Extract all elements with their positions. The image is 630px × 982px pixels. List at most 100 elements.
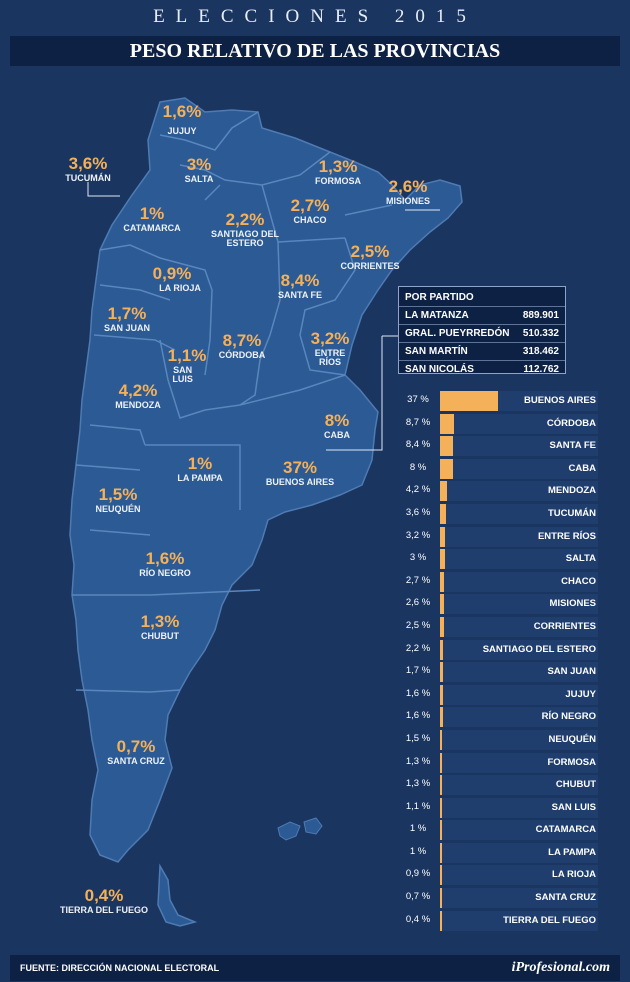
por-partido-table: POR PARTIDO LA MATANZA 889.901 GRAL. PUEY… xyxy=(398,286,566,375)
bar xyxy=(440,391,499,411)
map-label-santa-fe: 8,4% SANTA FE xyxy=(278,271,322,300)
map-label-formosa: 1,3% FORMOSA xyxy=(315,157,361,186)
bar-value-label: 37 % xyxy=(407,394,429,405)
brand-logo: iProfesional.com xyxy=(511,960,610,975)
partido-value: 510.332 xyxy=(522,328,559,339)
bar-track xyxy=(440,684,598,705)
bar-row: 1,1 % SAN LUIS xyxy=(398,797,600,820)
map-malvinas-islands xyxy=(277,817,323,841)
bar xyxy=(440,436,454,457)
bar-row: 1,7 % SAN JUAN xyxy=(398,661,600,684)
bar xyxy=(440,752,443,773)
bar-value-label: 1,6 % xyxy=(405,710,431,722)
bar xyxy=(440,888,442,909)
bar xyxy=(440,549,445,570)
bar-row: 3,2 % ENTRE RÍOS xyxy=(398,526,600,549)
bar-value-label: 1 % xyxy=(409,823,427,835)
bar-row: 4,2 % MENDOZA xyxy=(398,480,600,503)
partido-row: LA MATANZA 889.901 xyxy=(399,306,565,324)
map-label-caba: 8% CABA xyxy=(324,411,350,440)
bar-category-label: RÍO NEGRO xyxy=(541,711,596,723)
bar-value-label: 4,2 % xyxy=(405,484,431,496)
bar-category-label: CABA xyxy=(568,462,596,474)
bar-category-label: SANTA FE xyxy=(549,440,596,452)
bar-row: 0,7 % SANTA CRUZ xyxy=(398,887,600,910)
bar-row: 0,9 % LA RIOJA xyxy=(398,864,600,887)
bar-value-label: 0,4 % xyxy=(405,913,431,925)
bar xyxy=(440,820,442,841)
map-label-entre-rios: 3,2% ENTRE RÍOS xyxy=(310,329,350,367)
bar xyxy=(440,865,442,886)
bar-track xyxy=(440,775,598,796)
bar-value-label: 1,7 % xyxy=(405,665,431,677)
bar xyxy=(440,503,446,524)
bar-row: 8,4 % SANTA FE xyxy=(398,435,600,458)
bar-row: 3 % SALTA xyxy=(398,548,600,571)
bar-track xyxy=(440,729,598,750)
partido-row: SAN MARTÍN 318.462 xyxy=(399,342,565,360)
map-label-misiones: 2,6% MISIONES xyxy=(385,177,431,206)
bar-track xyxy=(440,820,598,841)
bar-category-label: SANTIAGO DEL ESTERO xyxy=(482,643,596,655)
bar xyxy=(440,594,445,615)
bar xyxy=(440,775,443,796)
bar-value-label: 8 % xyxy=(409,461,427,473)
bar xyxy=(440,797,442,818)
bar-row: 1,3 % FORMOSA xyxy=(398,752,600,775)
bar-value-label: 3,6 % xyxy=(405,506,431,518)
bar-row: 2,7 % CHACO xyxy=(398,571,600,594)
map-label-cordoba: 8,7% CÓRDOBA xyxy=(218,331,266,360)
map-mainland xyxy=(69,97,463,863)
bar-row: 1 % LA PAMPA xyxy=(398,842,600,865)
bar-track xyxy=(440,594,598,615)
bar-value-label: 1,3 % xyxy=(405,778,431,790)
map-label-chaco: 2,7% CHACO xyxy=(290,196,330,225)
bar-value-label: 1,1 % xyxy=(405,800,431,812)
bar-row: 1,5 % NEUQUÉN xyxy=(398,729,600,752)
map-label-tucuman: 3,6% TUCUMÁN xyxy=(65,154,111,183)
bar-value-label: 2,7 % xyxy=(405,574,431,586)
bar xyxy=(440,729,443,750)
bar-track xyxy=(440,549,598,570)
bar-category-label: FORMOSA xyxy=(547,756,596,768)
bar-row: 1,6 % RÍO NEGRO xyxy=(398,706,600,729)
bar-value-label: 0,7 % xyxy=(405,891,431,903)
bar-category-label: CORRIENTES xyxy=(533,620,596,632)
bar-track xyxy=(440,797,598,818)
bar-value-label: 3 % xyxy=(409,552,427,564)
bar-track xyxy=(440,639,598,660)
bar-track xyxy=(440,752,598,773)
bar-value-label: 2,2 % xyxy=(405,642,431,654)
source-text: FUENTE: DIRECCIÓN NACIONAL ELECTORAL xyxy=(20,963,220,973)
bar xyxy=(440,571,445,592)
bar-category-label: MISIONES xyxy=(549,598,596,610)
bar xyxy=(440,458,453,479)
bar xyxy=(440,910,442,931)
bar-category-label: SAN LUIS xyxy=(551,801,596,813)
bar-track xyxy=(440,842,598,863)
partido-name: SAN NICOLÁS xyxy=(405,364,474,375)
bar xyxy=(440,481,447,502)
bar-track xyxy=(440,910,598,931)
map-label-corrientes: 2,5% CORRIENTES xyxy=(340,242,400,271)
bar-track xyxy=(440,888,598,909)
bar-row: 8 % CABA xyxy=(398,458,600,481)
bar-category-label: MENDOZA xyxy=(547,485,596,497)
partido-row: GRAL. PUEYRREDÓN 510.332 xyxy=(399,324,565,342)
bar-row: 3,6 % TUCUMÁN xyxy=(398,503,600,526)
leader-lines xyxy=(87,182,440,451)
map-label-san-juan: 1,7% SAN JUAN xyxy=(103,304,151,333)
bar-category-label: ENTRE RÍOS xyxy=(537,530,596,542)
bar-value-label: 8,4 % xyxy=(405,439,431,451)
bar xyxy=(440,639,444,660)
map-label-rio-negro: 1,6% RÍO NEGRO xyxy=(139,549,191,578)
map-tierra-del-fuego xyxy=(157,863,198,927)
map-label-tierra-del-fuego: 0,4% TIERRA DEL FUEGO xyxy=(59,886,149,915)
map-label-buenos-aires: 37% BUENOS AIRES xyxy=(265,458,335,487)
bar-track xyxy=(440,571,598,592)
map-label-catamarca: 1% CATAMARCA xyxy=(123,204,181,233)
bar-row: 8,7 % CÓRDOBA xyxy=(398,413,600,436)
bar-category-label: CÓRDOBA xyxy=(546,417,596,429)
bar-row: 2,6 % MISIONES xyxy=(398,593,600,616)
map-label-santa-cruz: 0,7% SANTA CRUZ xyxy=(107,737,165,766)
